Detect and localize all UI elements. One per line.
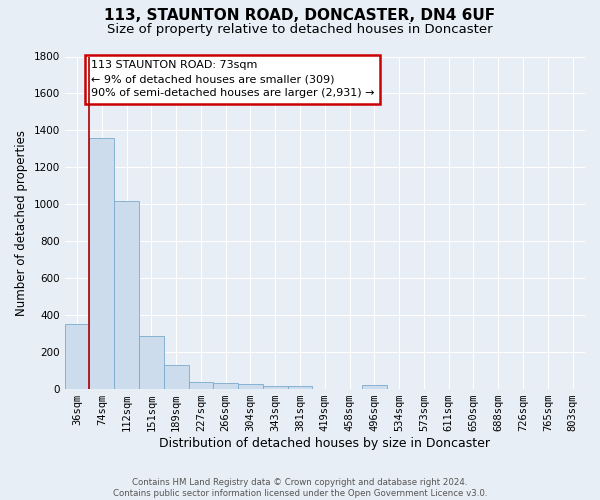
Bar — [214, 382, 238, 389]
X-axis label: Distribution of detached houses by size in Doncaster: Distribution of detached houses by size … — [160, 437, 490, 450]
Bar — [362, 386, 387, 389]
Bar — [114, 200, 139, 389]
Bar — [164, 365, 188, 389]
Text: 113, STAUNTON ROAD, DONCASTER, DN4 6UF: 113, STAUNTON ROAD, DONCASTER, DN4 6UF — [104, 8, 496, 22]
Bar — [65, 324, 89, 389]
Bar — [238, 384, 263, 389]
Text: Contains HM Land Registry data © Crown copyright and database right 2024.
Contai: Contains HM Land Registry data © Crown c… — [113, 478, 487, 498]
Bar — [89, 138, 114, 389]
Bar — [287, 386, 313, 389]
Bar — [188, 382, 214, 389]
Bar — [139, 336, 164, 389]
Text: 113 STAUNTON ROAD: 73sqm
← 9% of detached houses are smaller (309)
90% of semi-d: 113 STAUNTON ROAD: 73sqm ← 9% of detache… — [91, 60, 374, 98]
Text: Size of property relative to detached houses in Doncaster: Size of property relative to detached ho… — [107, 22, 493, 36]
Bar — [263, 386, 287, 389]
Y-axis label: Number of detached properties: Number of detached properties — [15, 130, 28, 316]
